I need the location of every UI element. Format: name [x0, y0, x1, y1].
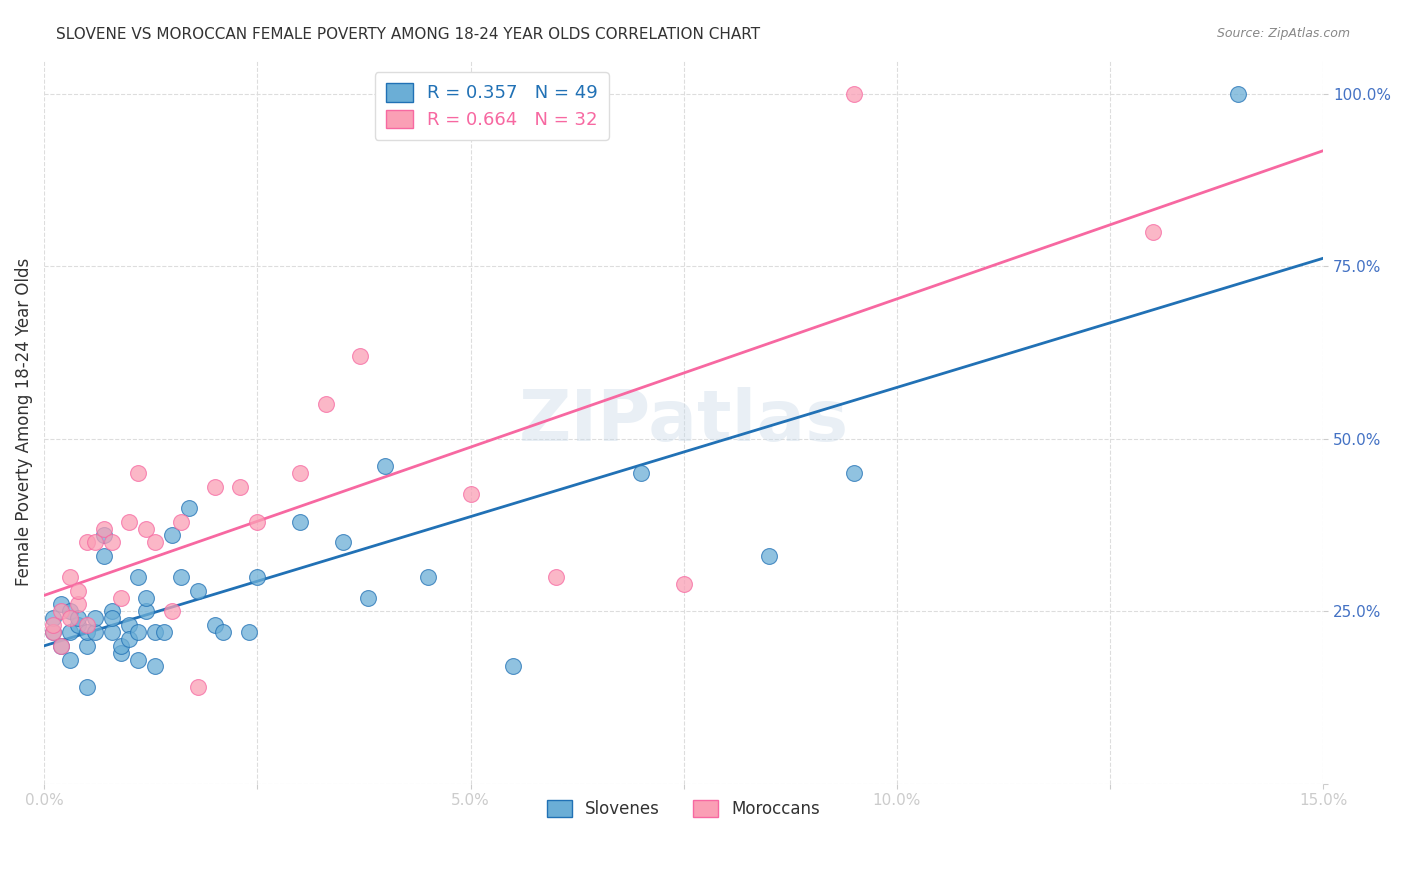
Point	[110, 639, 132, 653]
Y-axis label: Female Poverty Among 18-24 Year Olds: Female Poverty Among 18-24 Year Olds	[15, 258, 32, 586]
Point	[630, 467, 652, 481]
Point	[59, 611, 82, 625]
Point	[127, 570, 149, 584]
Point	[187, 680, 209, 694]
Point	[332, 535, 354, 549]
Point	[118, 618, 141, 632]
Point	[41, 625, 63, 640]
Point	[169, 570, 191, 584]
Point	[67, 583, 90, 598]
Point	[127, 652, 149, 666]
Point	[51, 598, 73, 612]
Point	[101, 611, 124, 625]
Point	[135, 591, 157, 605]
Point	[101, 604, 124, 618]
Point	[67, 598, 90, 612]
Point	[349, 349, 371, 363]
Point	[51, 604, 73, 618]
Point	[135, 522, 157, 536]
Point	[229, 480, 252, 494]
Point	[110, 591, 132, 605]
Point	[844, 467, 866, 481]
Point	[169, 515, 191, 529]
Point	[41, 625, 63, 640]
Point	[502, 659, 524, 673]
Point	[76, 639, 98, 653]
Point	[76, 535, 98, 549]
Point	[672, 576, 695, 591]
Point	[758, 549, 780, 563]
Point	[246, 570, 269, 584]
Point	[118, 515, 141, 529]
Point	[844, 87, 866, 101]
Point	[76, 680, 98, 694]
Point	[143, 535, 166, 549]
Point	[59, 604, 82, 618]
Point	[84, 611, 107, 625]
Point	[76, 618, 98, 632]
Point	[288, 515, 311, 529]
Point	[84, 535, 107, 549]
Text: SLOVENE VS MOROCCAN FEMALE POVERTY AMONG 18-24 YEAR OLDS CORRELATION CHART: SLOVENE VS MOROCCAN FEMALE POVERTY AMONG…	[56, 27, 761, 42]
Point	[460, 487, 482, 501]
Point	[416, 570, 439, 584]
Point	[238, 625, 260, 640]
Point	[212, 625, 235, 640]
Point	[41, 618, 63, 632]
Point	[93, 549, 115, 563]
Text: ZIPatlas: ZIPatlas	[519, 387, 849, 456]
Point	[1142, 225, 1164, 239]
Point	[127, 467, 149, 481]
Point	[67, 618, 90, 632]
Point	[357, 591, 380, 605]
Point	[93, 522, 115, 536]
Point	[143, 625, 166, 640]
Point	[1227, 87, 1250, 101]
Point	[143, 659, 166, 673]
Point	[127, 625, 149, 640]
Point	[101, 625, 124, 640]
Point	[152, 625, 174, 640]
Legend: Slovenes, Moroccans: Slovenes, Moroccans	[538, 791, 830, 826]
Point	[84, 625, 107, 640]
Point	[187, 583, 209, 598]
Point	[160, 604, 183, 618]
Point	[544, 570, 567, 584]
Point	[93, 528, 115, 542]
Point	[59, 625, 82, 640]
Point	[41, 611, 63, 625]
Point	[160, 528, 183, 542]
Point	[135, 604, 157, 618]
Point	[374, 459, 396, 474]
Point	[59, 570, 82, 584]
Point	[76, 625, 98, 640]
Point	[288, 467, 311, 481]
Point	[246, 515, 269, 529]
Point	[110, 646, 132, 660]
Point	[177, 500, 200, 515]
Point	[51, 639, 73, 653]
Text: Source: ZipAtlas.com: Source: ZipAtlas.com	[1216, 27, 1350, 40]
Point	[67, 611, 90, 625]
Point	[101, 535, 124, 549]
Point	[118, 632, 141, 646]
Point	[204, 618, 226, 632]
Point	[51, 639, 73, 653]
Point	[204, 480, 226, 494]
Point	[315, 397, 337, 411]
Point	[59, 652, 82, 666]
